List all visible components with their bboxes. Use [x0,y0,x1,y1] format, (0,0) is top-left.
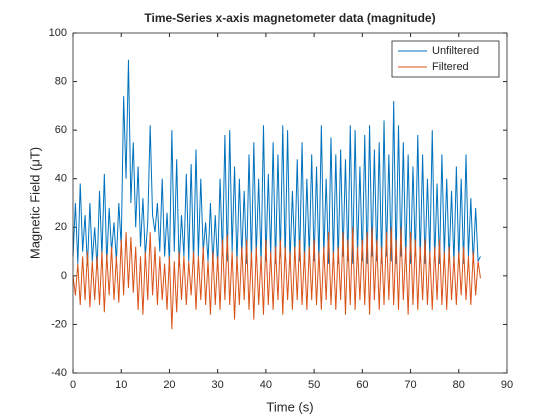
y-tick-label: 40 [55,173,67,185]
legend-label: Filtered [432,61,469,73]
x-tick-label: 30 [212,379,224,391]
y-axis-label: Magnetic Field (μT) [27,147,42,259]
plot-frame [72,32,508,374]
data-line [72,59,481,269]
legend-label: Unfiltered [432,45,479,57]
x-tick-label: 20 [163,379,175,391]
y-tick-label: 0 [61,270,67,282]
x-axis-label: Time (s) [266,399,313,414]
x-tick-label: 60 [356,379,368,391]
x-tick-label: 70 [404,379,416,391]
y-tick-label: 80 [55,75,67,87]
y-tick-label: 20 [55,221,67,233]
x-tick-label: 10 [115,379,127,391]
y-tick-label: -40 [51,367,67,379]
y-tick-label: 60 [55,124,67,136]
y-tick-label: -20 [51,318,67,330]
x-tick-label: 90 [501,379,513,391]
x-tick-label: 50 [308,379,320,391]
legend-box [391,40,500,78]
chart-title: Time-Series x-axis magnetometer data (ma… [144,11,435,25]
x-tick-label: 80 [453,379,465,391]
y-tick-label: 100 [49,27,67,39]
data-line [72,227,481,330]
x-tick-label: 0 [70,379,76,391]
x-tick-label: 40 [260,379,272,391]
